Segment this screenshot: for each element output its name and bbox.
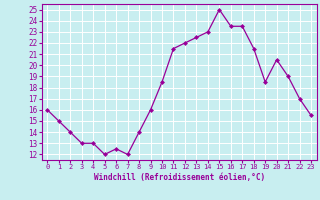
X-axis label: Windchill (Refroidissement éolien,°C): Windchill (Refroidissement éolien,°C) <box>94 173 265 182</box>
